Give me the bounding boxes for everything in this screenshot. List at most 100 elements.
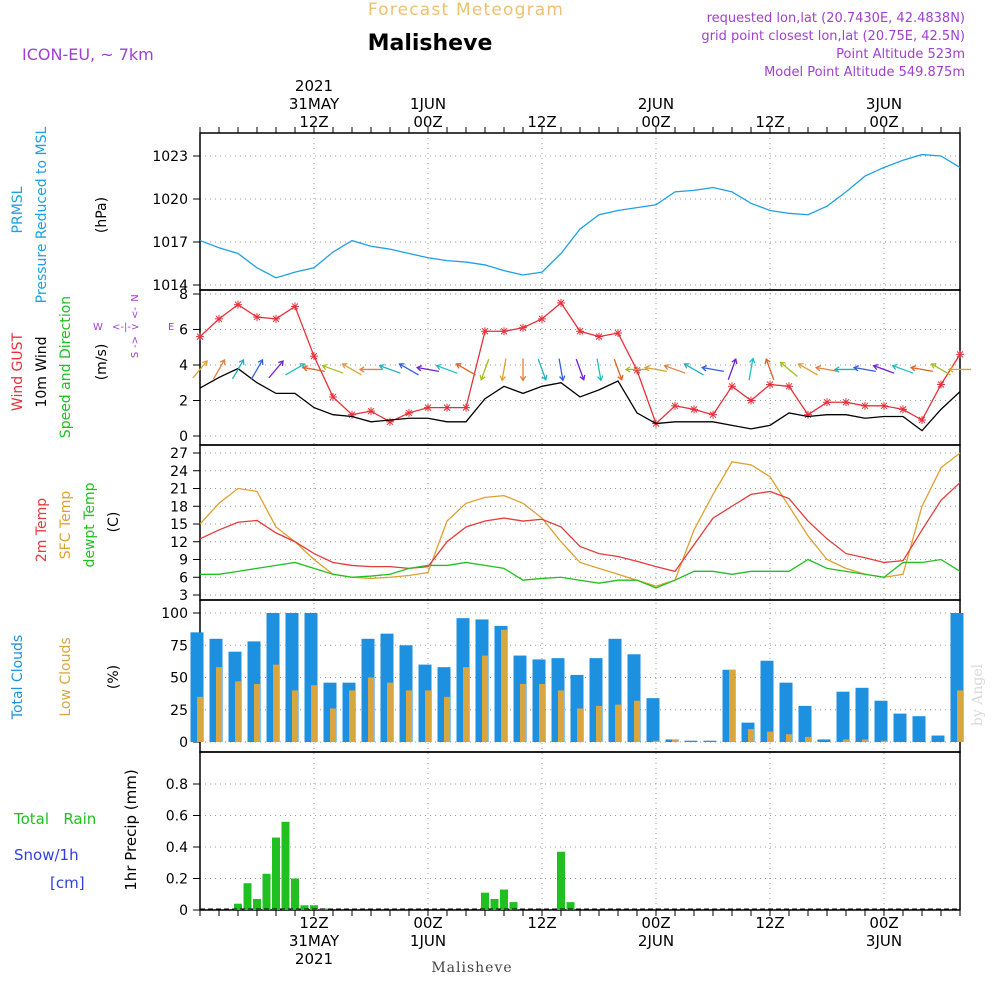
t2m-line: [199, 482, 961, 573]
pressure-line: [199, 153, 961, 279]
low-cloud-bar: [672, 739, 678, 742]
y-tick-label: 21: [170, 482, 188, 498]
gust-star-stroke: [614, 329, 622, 337]
gust-point: [215, 314, 223, 323]
arrow-shaft: [727, 358, 737, 380]
wind-direction-arrow: [415, 365, 439, 372]
low-cloud-bar: [957, 690, 963, 742]
y-tick-label: 0.8: [166, 777, 188, 793]
wind-direction-arrow: [613, 358, 624, 381]
time-label: 12Z: [755, 113, 784, 131]
gust-star-stroke: [519, 324, 527, 332]
wind-unit: (m/s): [94, 344, 110, 381]
arrow-head: [731, 357, 738, 365]
y-tick-label: 3: [179, 588, 188, 604]
arrow-shaft: [613, 358, 623, 380]
y-tick-label: 1020: [152, 192, 188, 208]
arrow-head: [415, 365, 423, 372]
arrow-head: [643, 365, 651, 372]
low-cloud-bar: [406, 690, 412, 742]
total-cloud-bar: [912, 716, 926, 742]
wind-direction-arrow: [358, 366, 382, 373]
arrow-head: [499, 375, 506, 382]
gust-point: [329, 392, 337, 401]
arrow-shaft: [268, 360, 284, 379]
arrow-shaft: [664, 365, 686, 374]
low-cloud-bar: [197, 696, 203, 742]
low-cloud-bar: [254, 683, 260, 742]
low-cloud-bar: [311, 685, 317, 742]
wind-direction-arrow: [285, 363, 306, 376]
precip-labels: Total Rain Snow/1h [cm] 1hr Precip (mm): [13, 769, 140, 892]
arrow-head: [238, 358, 245, 365]
gust-point: [405, 408, 413, 417]
y-tick-label: 1017: [152, 235, 188, 251]
low-cloud-bar: [520, 683, 526, 742]
rain-bar: [234, 903, 242, 910]
low-cloud-bar: [425, 690, 431, 742]
gust-point: [918, 416, 926, 425]
precip-axis-label: 1hr Precip (mm): [122, 769, 140, 890]
arrow-head: [597, 375, 604, 382]
low-cloud-bar: [539, 683, 545, 742]
time-label: 00Z: [413, 914, 442, 932]
gust-point: [804, 410, 812, 419]
arrow-shaft: [480, 358, 490, 380]
arrow-shaft: [702, 366, 724, 372]
chart-title: Forecast Meteogram: [368, 0, 564, 20]
y-tick-label: 9: [179, 553, 188, 569]
low-cloud-bar: [216, 667, 222, 742]
gust-point: [823, 398, 831, 407]
y-tick-label: 15: [170, 517, 188, 533]
wind-direction-arrow: [212, 358, 226, 380]
snow-cm-label: [cm]: [50, 874, 85, 892]
time-label: 2JUN: [638, 932, 674, 950]
time-label: 12Z: [299, 914, 328, 932]
total-cloud-bar: [893, 713, 907, 742]
svg-text:->: ->: [130, 336, 141, 348]
low-cloud-bar: [596, 705, 602, 742]
wind-direction-arrow: [321, 363, 344, 374]
gust-star-stroke: [272, 315, 280, 323]
wind-direction-arrow: [797, 363, 818, 376]
gust-point: [462, 403, 470, 412]
gust-star-stroke: [595, 333, 603, 340]
total-cloud-bar: [646, 698, 660, 742]
wind-direction-arrow: [192, 360, 208, 379]
wind-direction-arrow: [537, 358, 548, 381]
arrow-head: [663, 363, 670, 371]
arrow-head: [378, 363, 385, 371]
gust-point: [291, 302, 299, 311]
gust-star-stroke: [443, 404, 451, 411]
gust-point: [576, 327, 584, 336]
time-label: 2021: [295, 77, 333, 95]
gust-point: [633, 366, 641, 375]
gust-point: [937, 380, 945, 389]
wind-direction-arrow: [435, 363, 458, 374]
low-cloud-bar: [805, 736, 811, 742]
gust-star-stroke: [253, 313, 261, 321]
pressure-label: Pressure Reduced to MSL: [34, 126, 50, 303]
low-cloud-bar: [463, 667, 469, 742]
rain-bar: [300, 905, 309, 910]
total-cloud-bar: [760, 660, 774, 742]
arrow-shaft: [854, 366, 876, 372]
arrow-head: [541, 374, 548, 381]
wind-direction-arrow: [624, 366, 648, 373]
arrow-shaft: [645, 366, 667, 372]
gust-point: [196, 332, 204, 341]
arrow-head: [700, 365, 708, 372]
low-cloud-bar: [444, 696, 450, 742]
y-tick-label: 2: [179, 394, 188, 410]
arrow-head: [257, 358, 264, 365]
rain-bar: [253, 898, 261, 910]
arrow-head: [358, 366, 365, 373]
low-cloud-bar: [862, 739, 868, 742]
gust-point: [614, 329, 622, 338]
wind-direction-arrow: [852, 365, 876, 372]
arrow-head: [947, 366, 954, 373]
gust-star-stroke: [500, 327, 508, 335]
arrow-shaft: [231, 359, 245, 380]
gust-point: [690, 405, 698, 414]
